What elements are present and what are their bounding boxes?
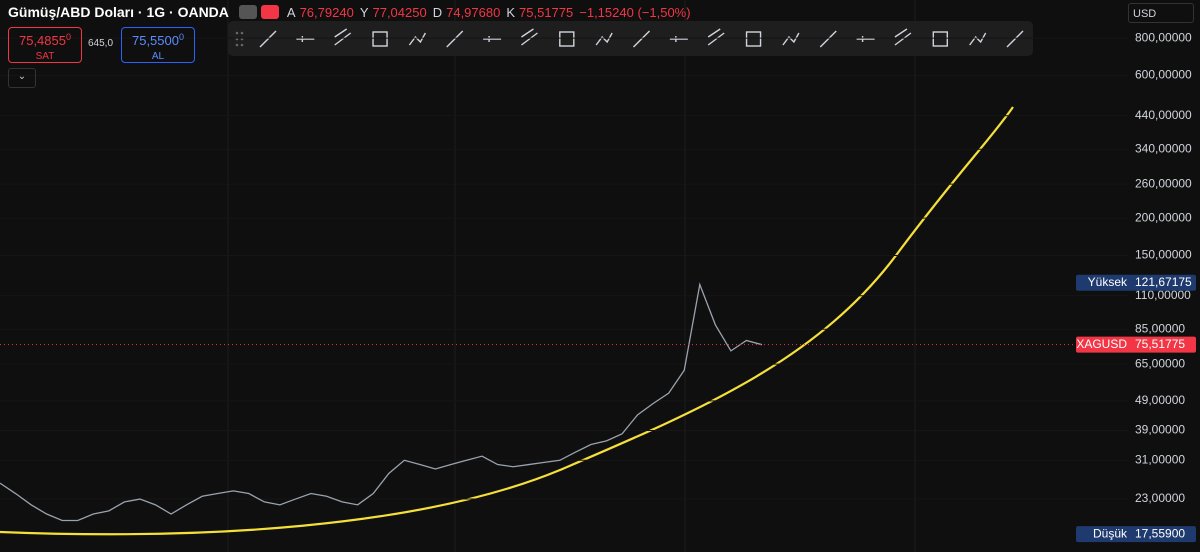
tool-button[interactable] — [521, 28, 538, 46]
tool-icon — [633, 30, 650, 48]
buy-price: 75,5500 — [131, 33, 179, 48]
tool-icon — [782, 32, 800, 46]
tool-button[interactable] — [372, 31, 388, 47]
y-tick-label: 65,00000 — [1135, 356, 1185, 370]
marker-name: Düşük — [1093, 526, 1128, 540]
ohlc-key: A — [286, 4, 296, 20]
tool-button[interactable] — [707, 28, 725, 46]
ohlc-value: 75,51775 — [519, 4, 574, 20]
y-tick-label: 200,00000 — [1135, 210, 1192, 224]
buy-label: AL — [151, 51, 165, 62]
ohlc: A 76,79240 Y 77,04250 D 74,97680 K 75,51775 — [287, 5, 575, 20]
marker-label: 17,55900 — [1135, 526, 1185, 540]
tool-button[interactable] — [334, 28, 352, 46]
y-tick-label: 340,00000 — [1135, 141, 1192, 155]
spread: 645,0 — [88, 38, 114, 49]
ohlc-key: Y — [359, 4, 369, 20]
tool-icon — [669, 36, 688, 42]
tool-button[interactable] — [595, 32, 613, 46]
tool-icon — [707, 28, 725, 46]
sell-label: SAT — [35, 51, 55, 62]
tool-icon — [969, 32, 987, 46]
tool-icon — [521, 28, 538, 46]
ohlc-key: K — [506, 4, 516, 20]
marker-name: Yüksek — [1088, 275, 1128, 289]
tool-button[interactable] — [483, 36, 502, 42]
tool-icon — [483, 36, 502, 42]
tool-button[interactable] — [819, 30, 837, 48]
tool-icon — [408, 32, 427, 46]
buy-price-small: 0 — [178, 32, 184, 42]
y-tick-label: 85,00000 — [1135, 321, 1185, 335]
tool-button[interactable] — [559, 31, 575, 47]
tool-button[interactable] — [969, 32, 987, 46]
tool-icon — [372, 31, 388, 47]
y-tick-label: 110,00000 — [1135, 288, 1191, 302]
tool-button[interactable] — [259, 30, 277, 48]
header: Gümüş/ABD Doları · 1G · OANDA A 76,79240 Y… — [8, 4, 691, 20]
vertical-grid — [227, 0, 916, 552]
sell-button[interactable]: 75,48550 SAT — [8, 27, 82, 63]
marker-label: 75,51775 — [1135, 337, 1185, 351]
collapse-button[interactable]: ⌄ — [8, 68, 36, 88]
tool-icon — [856, 36, 875, 42]
tool-button[interactable] — [894, 28, 912, 46]
y-tick-label: 600,00000 — [1135, 68, 1192, 82]
price-line — [0, 282, 763, 522]
tool-icon — [894, 28, 912, 46]
tool-button[interactable] — [408, 32, 427, 46]
ohlc-key: D — [432, 4, 443, 20]
tool-icon — [446, 30, 464, 48]
marker-name: XAGUSD — [1076, 337, 1127, 351]
tool-button[interactable] — [296, 36, 315, 42]
ohlc-value: 76,79240 — [299, 4, 354, 20]
trend-curve — [0, 106, 1014, 536]
y-tick-label: 440,00000 — [1135, 108, 1192, 122]
tool-icon — [559, 31, 575, 47]
marker-label: 121,67175 — [1135, 275, 1192, 289]
y-tick-label: 260,00000 — [1135, 176, 1192, 190]
y-tick-label: 49,00000 — [1135, 393, 1185, 407]
tool-button[interactable] — [1006, 30, 1024, 48]
symbol-title: Gümüş/ABD Doları · 1G · OANDA — [8, 4, 229, 20]
tool-icon — [745, 31, 762, 47]
tool-icon — [334, 28, 352, 46]
y-tick-label: 31,00000 — [1135, 452, 1185, 466]
tool-button[interactable] — [932, 31, 948, 47]
ohlc-value: 77,04250 — [372, 4, 427, 20]
marker-tag — [1076, 274, 1196, 291]
y-tick-label: 39,00000 — [1135, 423, 1185, 437]
tool-button[interactable] — [782, 32, 800, 46]
y-tick-label: 23,00000 — [1135, 491, 1185, 505]
y-tick-label: 800,00000 — [1135, 30, 1192, 44]
buy-button[interactable]: 75,55000 AL — [121, 27, 195, 63]
currency-select[interactable]: USD — [1128, 3, 1194, 23]
tool-icon — [1006, 30, 1024, 48]
tool-button[interactable] — [856, 36, 875, 42]
tool-icon — [296, 36, 315, 42]
ohlc-value: 74,97680 — [446, 4, 501, 20]
y-tick-label: 150,00000 — [1135, 248, 1192, 262]
tool-icon — [259, 30, 277, 48]
change: −1,15240 (−1,50%) — [579, 4, 691, 20]
marker-tag — [1076, 336, 1196, 353]
hide-button[interactable] — [238, 5, 257, 19]
marker-tag — [1076, 526, 1196, 543]
tool-icon — [595, 32, 613, 46]
tool-button[interactable] — [745, 31, 762, 47]
sell-price-small: 0 — [65, 32, 71, 42]
sell-price: 75,4855 — [18, 33, 66, 48]
tool-button[interactable] — [633, 30, 650, 48]
tool-icon — [932, 31, 948, 47]
tool-icon — [819, 30, 837, 48]
tool-button[interactable] — [669, 36, 688, 42]
tool-button[interactable] — [446, 30, 464, 48]
compare-button[interactable] — [260, 5, 279, 19]
